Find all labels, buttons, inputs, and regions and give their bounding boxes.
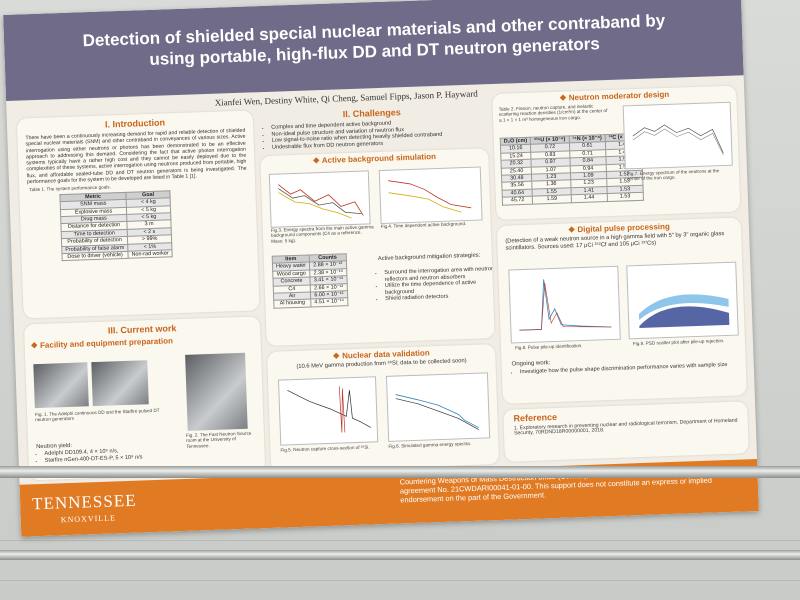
nuclear-data-panel: Nuclear data validation (10.6 MeV gamma …: [267, 344, 500, 472]
challenges-list: Complex and time dependent active backgr…: [259, 117, 486, 151]
figure-caption: Fig.3. Energy spectra from the main acti…: [270, 224, 374, 244]
figure-plot: [638, 294, 730, 329]
table-wrap: D₂O (cm) ²³⁵U (× 10⁻⁸) ¹⁴N (× 10⁻⁸) ¹²C (× …: [500, 133, 644, 206]
figure: [378, 166, 483, 224]
figure-caption: Fig.7. Energy spectrum of the neutrons a…: [626, 168, 720, 182]
active-background-panel: Active background simulation Fig.3. Ener…: [260, 148, 495, 347]
table: Item Counts Heavy water 2.88 × 10⁻¹³ Wood ca…: [272, 253, 348, 309]
table-cell: 45.72: [502, 196, 533, 205]
photo: [91, 360, 149, 407]
introduction-panel: I. Introduction There have been a contin…: [16, 110, 260, 319]
reference-panel: Reference 1. Exploratory research in pre…: [503, 401, 749, 462]
figure-plot: [519, 279, 612, 331]
photo: [33, 362, 89, 409]
figure: [268, 170, 371, 228]
campus-name: KNOXVILLE: [60, 513, 117, 525]
table-caption: Table 2. Fission, neutron capture, and i…: [498, 103, 608, 123]
table-cell: 1.59: [532, 195, 572, 204]
table: Metric Goal SNM mass < 4 kg Explosive mass < …: [59, 190, 173, 262]
poster-header: Detection of shielded special nuclear ma…: [3, 0, 744, 101]
mitigation-list: Surround the interrogation area with neu…: [372, 266, 494, 303]
pipe: [0, 466, 800, 478]
current-work-panel: III. Current work Facility and equipment…: [23, 316, 266, 481]
list-item: Investigate how the pulse shape discrimi…: [520, 362, 740, 376]
ongoing-title: Ongoing work:: [511, 360, 551, 368]
table-cell: 4.51 × 10⁻¹⁴: [310, 298, 348, 307]
poster-title: Detection of shielded special nuclear ma…: [82, 10, 666, 69]
table-wrap: Metric Goal SNM mass < 4 kg Explosive mass < …: [59, 187, 257, 262]
pipe: [0, 550, 800, 560]
poster: Detection of shielded special nuclear ma…: [3, 0, 759, 537]
table-cell: 1.44: [570, 193, 608, 203]
university-name: TENNESSEE: [31, 490, 137, 514]
moderator-panel: Neutron moderator design Table 2. Fissio…: [492, 85, 741, 220]
wall-seam: [0, 580, 800, 581]
table-cell: Dose to driver (vehicle): [61, 251, 129, 262]
photo: [185, 352, 248, 431]
table-wrap: Item Counts Heavy water 2.88 × 10⁻¹³ Wood ca…: [272, 253, 348, 309]
figure: [622, 101, 733, 170]
paragraph: There have been a continuously increasin…: [25, 127, 247, 186]
figure: [278, 376, 379, 446]
mitigation-title: Active background mitigation strategies:: [377, 252, 481, 263]
figure-caption: Fig. 1. The Adelphi continuous DD and th…: [34, 407, 160, 423]
figure-plot: [395, 394, 480, 430]
figure-plot: [632, 124, 724, 156]
figure: [385, 372, 491, 442]
figure: [508, 265, 621, 344]
figure-plot: [287, 386, 371, 433]
table-row: Al housing 4.51 × 10⁻¹⁴: [273, 298, 348, 309]
table-cell: Non-rad worker: [127, 249, 173, 259]
wall-seam: [0, 540, 800, 541]
table-cell: Al housing: [273, 299, 311, 309]
table-cell: 1.53: [607, 192, 644, 202]
figure-plot: [277, 184, 364, 219]
figure-plot: [388, 180, 472, 213]
figure: [626, 261, 739, 340]
pulse-panel: Digital pulse processing (Detection of a…: [496, 217, 747, 404]
table: D₂O (cm) ²³⁵U (× 10⁻⁸) ¹⁴N (× 10⁻⁸) ¹²C (× …: [500, 133, 644, 206]
